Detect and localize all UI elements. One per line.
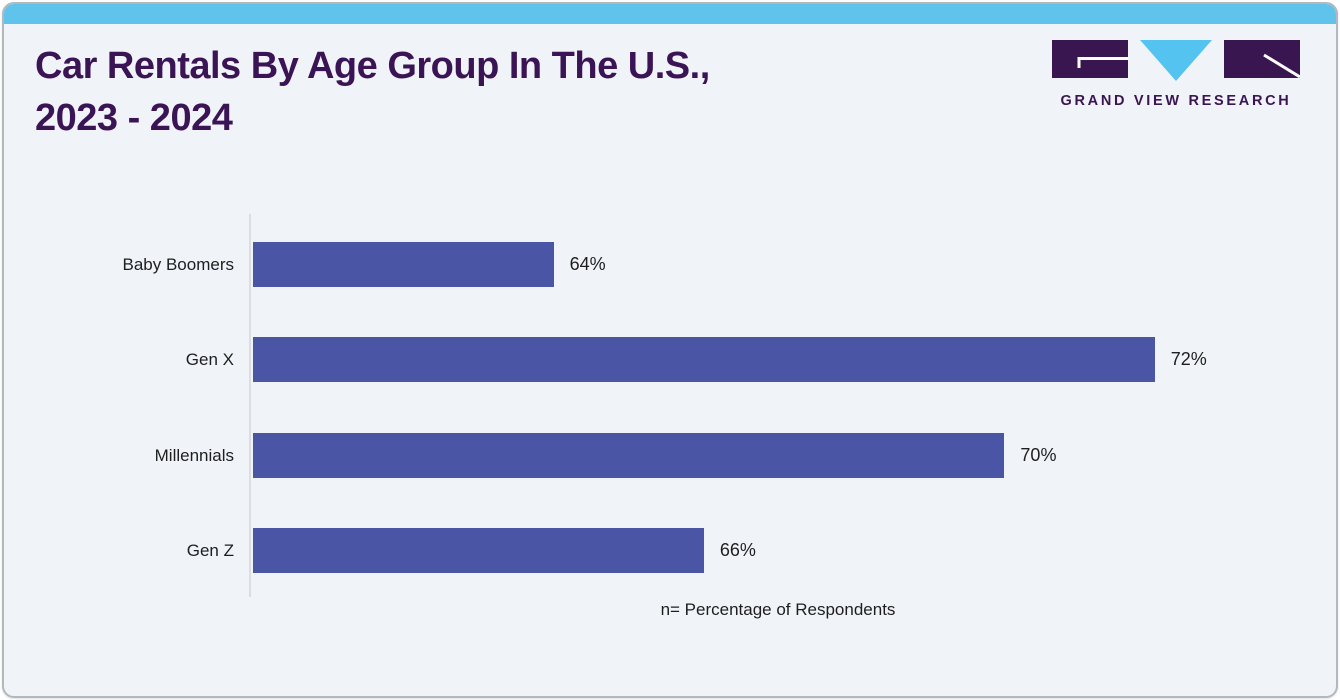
header-accent-strip	[4, 4, 1336, 24]
category-label: Baby Boomers	[122, 255, 235, 274]
title-line-1: Car Rentals By Age Group In The U.S.,	[35, 45, 710, 87]
logo-marks	[1052, 40, 1300, 82]
logo-r-icon	[1224, 40, 1300, 78]
value-label: 64%	[569, 254, 606, 274]
chart-row: Gen Z 66%	[4, 528, 1336, 574]
chart-row: Millennials 70%	[4, 432, 1336, 478]
bar	[253, 528, 704, 574]
category-label: Gen Z	[186, 541, 234, 561]
chart-row: Baby Boomers 64%	[4, 242, 1336, 287]
title-line-2: 2023 - 2024	[35, 97, 233, 139]
bar	[253, 432, 1005, 478]
brand-name: GRAND VIEW RESEARCH	[1060, 93, 1292, 109]
value-label: 70%	[1020, 444, 1057, 465]
value-label: 66%	[719, 540, 756, 561]
chart-footnote: n= Percentage of Respondents	[660, 600, 896, 619]
logo-v-icon	[1140, 40, 1212, 81]
category-label: Millennials	[154, 445, 234, 465]
brand-logo: GRAND VIEW RESEARCH	[1052, 40, 1300, 109]
bar-chart: n= Percentage of Respondents Baby Boomer…	[4, 212, 1336, 652]
bar	[253, 337, 1155, 383]
bar	[253, 242, 554, 287]
category-label: Gen X	[185, 350, 234, 370]
page-title: Car Rentals By Age Group In The U.S., 20…	[35, 40, 710, 144]
value-label: 72%	[1170, 349, 1207, 370]
y-axis-line	[249, 214, 251, 597]
chart-row: Gen X 72%	[4, 337, 1336, 383]
logo-g-icon	[1052, 40, 1128, 78]
